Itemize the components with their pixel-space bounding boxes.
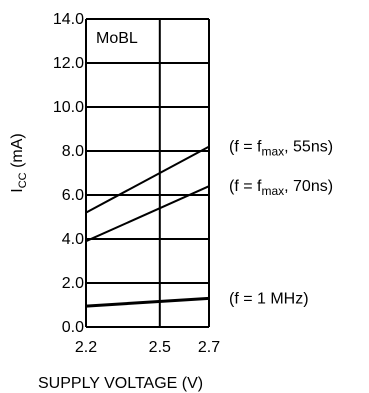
series-label-1: (f = fmax, 70ns) xyxy=(229,178,333,198)
tick-labels: 0.0 2.0 4.0 6.0 8.0 10.0 12.0 14.0 2.2 2.5 2.7 xyxy=(53,11,220,356)
device-label: MoBL xyxy=(96,30,138,47)
series-line-2 xyxy=(85,296,210,308)
plot-frame xyxy=(85,19,210,327)
y-tick-label-2: 4.0 xyxy=(62,231,84,248)
y-tick-label-1: 2.0 xyxy=(62,275,84,292)
series-label-0: (f = fmax, 55ns) xyxy=(229,139,333,159)
series-line-0 xyxy=(85,145,210,214)
series-label-2: (f = 1 MHz) xyxy=(229,290,309,307)
y-axis-label-main: I xyxy=(9,188,26,192)
series-line-1 xyxy=(85,185,210,243)
y-axis-label-rest: (mA) xyxy=(9,133,26,172)
grid-layer xyxy=(86,18,209,328)
x-tick-label-0: 2.2 xyxy=(75,339,97,356)
y-tick-label-3: 6.0 xyxy=(62,187,84,204)
x-tick-label-2: 2.7 xyxy=(198,339,220,356)
y-tick-label-6: 12.0 xyxy=(53,55,84,72)
x-axis-label: SUPPLY VOLTAGE (V) xyxy=(38,375,203,392)
y-tick-label-5: 10.0 xyxy=(53,99,84,116)
series-layer xyxy=(85,145,210,308)
y-tick-label-0: 0.0 xyxy=(62,319,84,336)
y-axis-label: ICC (mA) xyxy=(9,133,29,192)
y-tick-label-7: 14.0 xyxy=(53,11,84,28)
y-axis-label-sub: CC xyxy=(17,172,29,188)
device-label-box xyxy=(89,24,157,50)
x-tick-label-1: 2.5 xyxy=(149,339,171,356)
series-labels: (f = fmax, 55ns) (f = fmax, 70ns) (f = 1 M… xyxy=(229,139,333,308)
y-tick-label-4: 8.0 xyxy=(62,143,84,160)
